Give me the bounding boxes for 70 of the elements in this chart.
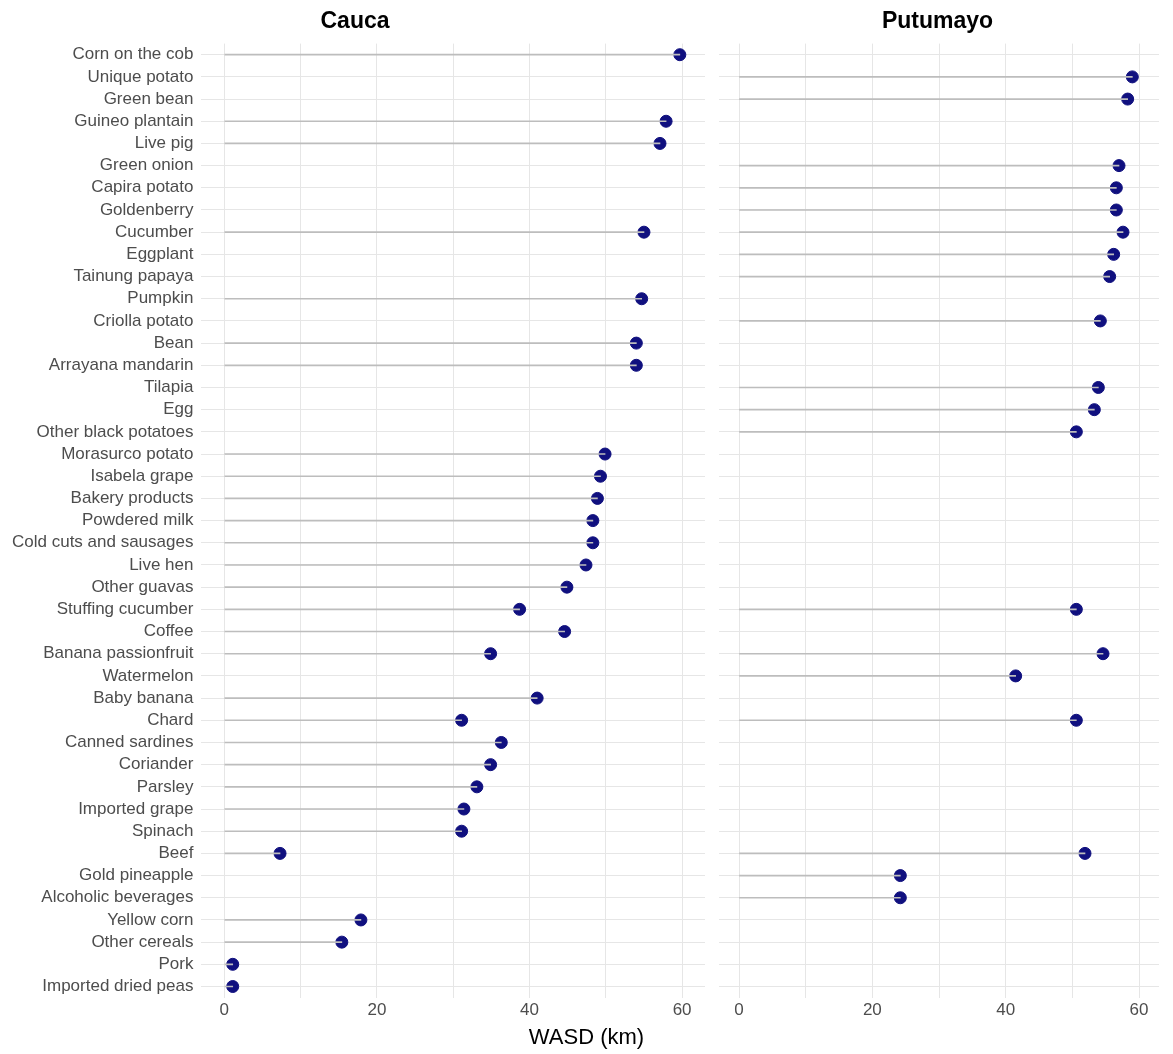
y-tick-label: Corn on the cob: [72, 44, 194, 64]
y-tick-label: Isabela grape: [90, 465, 194, 485]
x-tick-label: 60: [1129, 1000, 1149, 1020]
y-tick-label: Yellow corn: [107, 909, 194, 929]
y-tick-label: Coffee: [143, 621, 194, 641]
point: [1103, 270, 1117, 284]
y-tick-label: Green bean: [103, 88, 194, 108]
y-tick-label: Tilapia: [143, 377, 194, 397]
y-tick-label: Other guavas: [91, 576, 194, 596]
x-axis-title: WASD (km): [527, 1024, 646, 1050]
y-tick-label: Imported grape: [78, 798, 194, 818]
point: [893, 869, 907, 883]
y-tick-label: Pork: [158, 954, 194, 974]
y-tick-label: Coriander: [118, 754, 194, 774]
y-tick-label: Criolla potato: [93, 310, 194, 330]
y-tick-label: Arrayana mandarin: [48, 354, 194, 374]
point: [1107, 247, 1121, 261]
y-tick-label: Alcoholic beverages: [41, 887, 194, 907]
chart-title: Putumayo: [881, 7, 994, 34]
y-tick-label: Other cereals: [91, 931, 194, 951]
point: [558, 625, 572, 639]
y-tick-label: Cucumber: [115, 221, 194, 241]
x-tick-label: 60: [672, 1000, 692, 1020]
y-tick-label: Live hen: [129, 554, 194, 574]
y-tick-label: Banana passionfruit: [43, 643, 194, 663]
y-tick-label: Parsley: [136, 776, 194, 796]
y-tick-label: Other black potatoes: [36, 421, 194, 441]
x-tick-label: 40: [996, 1000, 1016, 1020]
y-tick-label: Beef: [158, 843, 194, 863]
point: [1091, 380, 1105, 394]
point: [1112, 159, 1126, 173]
point: [590, 491, 604, 505]
y-tick-label: Imported dried peas: [42, 976, 194, 996]
y-tick-label: Powdered milk: [81, 510, 194, 530]
point: [494, 735, 508, 749]
point: [1078, 846, 1092, 860]
x-tick-label: 20: [862, 1000, 882, 1020]
chart-title: Cauca: [320, 7, 390, 34]
x-tick-label: 0: [219, 1000, 230, 1020]
x-tick-label: 40: [520, 1000, 539, 1020]
y-tick-label: Pumpkin: [127, 288, 194, 308]
y-tick-label: Spinach: [132, 820, 194, 840]
point: [586, 514, 600, 528]
y-tick-label: Stuffing cucumber: [56, 599, 194, 619]
y-tick-label: Capira potato: [91, 177, 194, 197]
x-tick-label: 20: [367, 1000, 387, 1020]
y-tick-label: Baby banana: [93, 687, 194, 707]
y-tick-label: Cold cuts and sausages: [11, 532, 194, 552]
point: [484, 758, 498, 772]
y-tick-label: Green onion: [99, 155, 194, 175]
point: [653, 136, 667, 150]
point: [1069, 602, 1083, 616]
y-tick-label: Gold pineapple: [79, 865, 194, 885]
point: [273, 846, 287, 860]
x-tick-label: 0: [734, 1000, 744, 1020]
y-tick-label: Bakery products: [70, 488, 194, 508]
y-tick-label: Canned sardines: [64, 732, 194, 752]
y-tick-label: Bean: [153, 332, 194, 352]
y-tick-label: Egg: [163, 399, 194, 419]
y-tick-label: Live pig: [134, 133, 194, 153]
y-tick-label: Guineo plantain: [74, 110, 194, 130]
y-tick-label: Unique potato: [87, 66, 194, 86]
y-tick-label: Goldenberry: [99, 199, 194, 219]
point: [513, 602, 527, 616]
y-tick-label: Watermelon: [102, 665, 194, 685]
y-tick-label: Chard: [147, 709, 194, 729]
point: [226, 980, 240, 994]
y-tick-label: Morasurco potato: [61, 443, 194, 463]
y-tick-label: Tainung papaya: [73, 266, 194, 286]
y-tick-label: Eggplant: [126, 244, 194, 264]
